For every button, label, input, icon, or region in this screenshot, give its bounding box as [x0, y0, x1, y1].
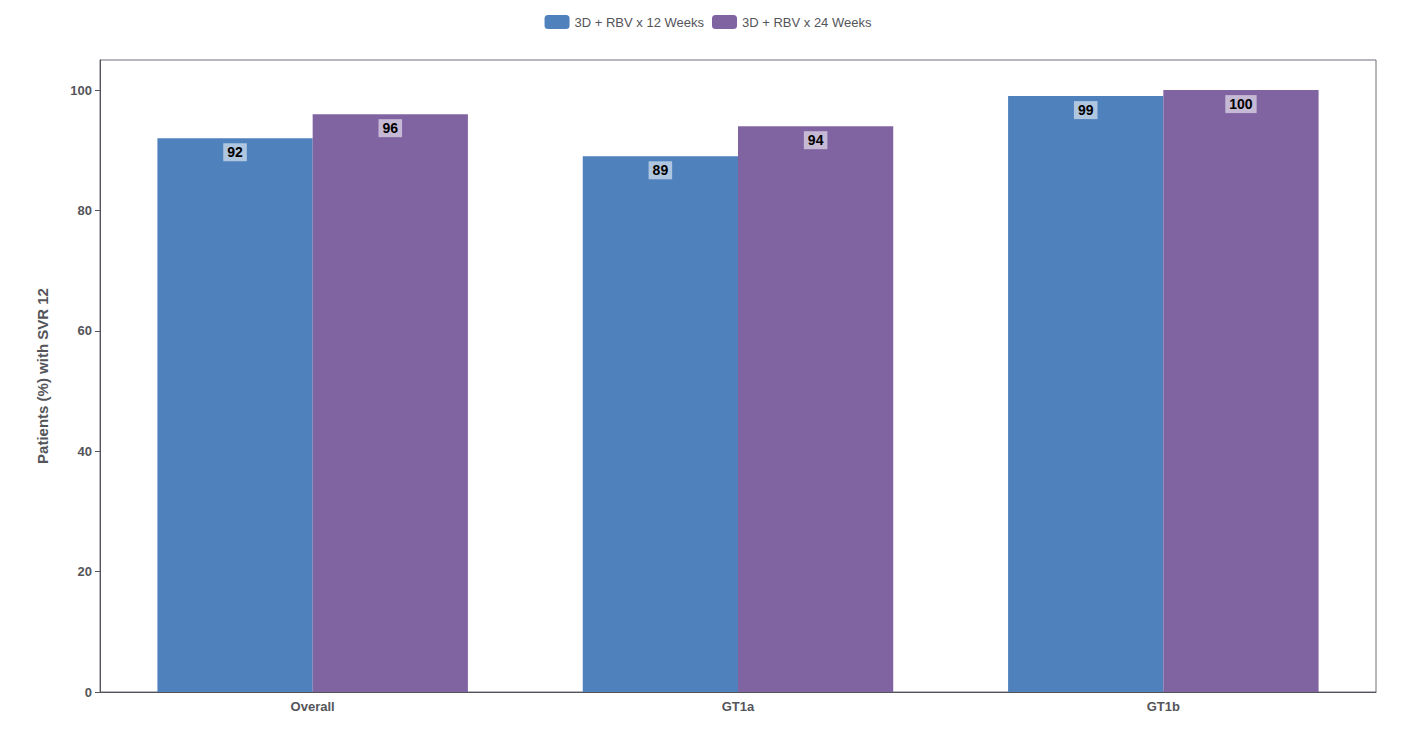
- svg-text:100: 100: [1229, 96, 1253, 112]
- svg-text:99: 99: [1078, 102, 1094, 118]
- svg-text:GT1b: GT1b: [1147, 699, 1180, 714]
- svg-text:96: 96: [383, 120, 399, 136]
- svg-text:20: 20: [78, 564, 92, 579]
- svg-text:Overall: Overall: [291, 699, 335, 714]
- svg-text:3D + RBV x 12 Weeks: 3D + RBV x 12 Weeks: [575, 15, 705, 30]
- svg-text:3D + RBV x 24 Weeks: 3D + RBV x 24 Weeks: [742, 15, 872, 30]
- svg-text:92: 92: [227, 144, 243, 160]
- svg-text:100: 100: [70, 83, 92, 98]
- svg-text:40: 40: [78, 444, 92, 459]
- svg-text:94: 94: [808, 132, 824, 148]
- svg-text:80: 80: [78, 203, 92, 218]
- svg-text:Patients (%) with SVR 12: Patients (%) with SVR 12: [34, 288, 51, 464]
- svg-text:0: 0: [85, 685, 92, 700]
- svg-text:GT1a: GT1a: [722, 699, 755, 714]
- svg-text:89: 89: [653, 162, 669, 178]
- svg-text:60: 60: [78, 323, 92, 338]
